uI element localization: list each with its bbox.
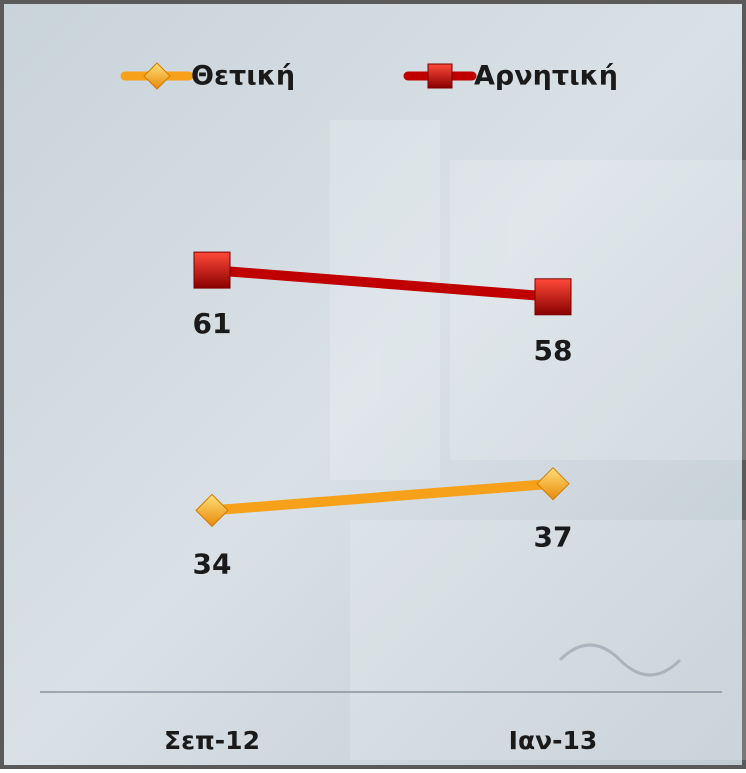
legend-label: Θετική bbox=[191, 61, 295, 92]
marker bbox=[193, 251, 231, 289]
background-texture bbox=[330, 120, 746, 760]
marker bbox=[195, 493, 229, 528]
x-tick-label: Ιαν-13 bbox=[509, 726, 598, 755]
legend-label: Αρνητική bbox=[474, 61, 618, 92]
x-tick-label: Σεπ-12 bbox=[164, 726, 260, 755]
marker bbox=[427, 63, 453, 89]
value-label: 34 bbox=[193, 547, 232, 580]
series-line bbox=[211, 265, 554, 302]
marker bbox=[536, 466, 570, 501]
legend: Θετική Αρνητική bbox=[120, 61, 618, 92]
series-line bbox=[211, 478, 554, 516]
marker bbox=[143, 62, 171, 90]
value-label: 37 bbox=[534, 521, 573, 554]
value-label: 58 bbox=[534, 334, 573, 367]
marker bbox=[534, 278, 572, 316]
value-label: 61 bbox=[193, 307, 232, 340]
